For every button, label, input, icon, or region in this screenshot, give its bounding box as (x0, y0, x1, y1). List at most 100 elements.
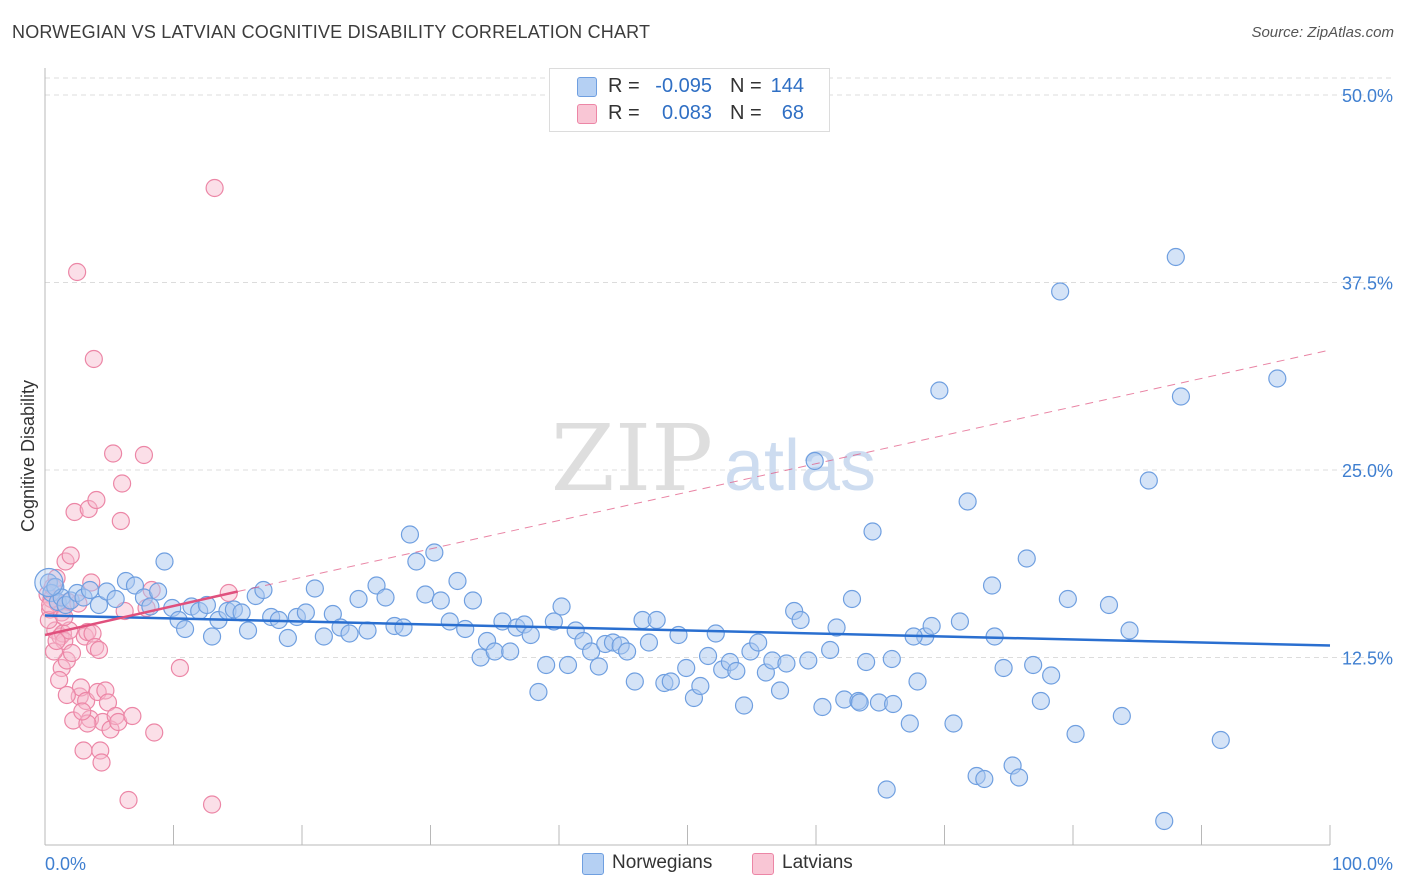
norwegian-point (930, 381, 949, 400)
norwegian-point (1031, 691, 1050, 711)
latvians-points (38, 178, 238, 814)
norwegian-point (813, 697, 832, 717)
latvian-point (119, 790, 138, 810)
legend-row-norwegians: R = -0.095 N = 144 (550, 73, 829, 101)
latvian-point (112, 474, 132, 493)
norwegian-point (883, 694, 903, 714)
norwegian-point (1268, 369, 1287, 388)
norwegian-point (148, 582, 168, 601)
legend-r-label: R = (608, 75, 640, 97)
norwegian-point (89, 595, 109, 615)
norwegian-point (1024, 655, 1043, 675)
norwegian-point (278, 628, 297, 648)
legend-n-label: N = (730, 102, 762, 124)
norwegian-point (691, 676, 710, 696)
norwegian-point (521, 625, 540, 645)
y-tick-label: 25.0% (1342, 461, 1393, 481)
latvian-point (47, 631, 66, 651)
norwegians-swatch (582, 853, 604, 875)
norwegian-point (254, 580, 273, 600)
latvian-point (145, 723, 164, 742)
norwegian-point (877, 780, 896, 799)
norwegian-point (349, 589, 368, 609)
latvian-point (78, 714, 97, 733)
latvian-point (101, 720, 120, 739)
latvian-point (134, 445, 154, 465)
norwegian-point (485, 642, 504, 661)
norwegian-point (529, 682, 548, 702)
norwegian-point (821, 640, 840, 660)
norwegian-point (1211, 730, 1230, 750)
norwegian-point (661, 672, 680, 691)
norwegian-point (749, 633, 768, 652)
norwegian-point (618, 642, 637, 661)
legend-row-latvians: R = 0.083 N = 68 (550, 100, 829, 128)
latvian-point (92, 753, 111, 772)
norwegian-point (202, 627, 222, 646)
norwegian-point (944, 714, 963, 733)
norwegian-point (238, 621, 258, 640)
norwegian-point (537, 655, 556, 675)
norwegian-point (863, 522, 882, 541)
latvian-point (56, 552, 75, 571)
y-tick-label: 12.5% (1342, 649, 1393, 669)
latvians-label: Latvians (782, 852, 853, 873)
norwegian-point (727, 661, 746, 681)
norwegian-point (431, 591, 450, 610)
norwegian-point (994, 658, 1013, 678)
legend-r-label: R = (608, 102, 640, 124)
latvian-point (98, 693, 118, 712)
latvian-point (50, 670, 69, 690)
x-tick-label: 0.0% (45, 854, 86, 874)
stats-legend: R = -0.095 N = 144 R = 0.083 N = 68 (549, 68, 830, 132)
latvian-point (61, 546, 80, 565)
norwegian-point (80, 580, 100, 600)
latvian-point (123, 706, 142, 726)
norwegian-point (197, 595, 217, 615)
latvian-point (71, 678, 91, 697)
norwegian-point (777, 654, 796, 673)
latvian-point (170, 658, 190, 678)
norwegian-point (358, 621, 377, 640)
latvian-point (73, 702, 92, 721)
norwegian-point (305, 579, 324, 598)
y-tick-label: 37.5% (1342, 274, 1393, 294)
latvian-point (104, 444, 123, 463)
norwegian-point (908, 672, 927, 691)
norwegian-point (463, 591, 483, 610)
latvian-point (87, 490, 106, 510)
source-label: Source: ZipAtlas.com (1251, 24, 1394, 41)
norwegian-point (882, 649, 901, 669)
norwegian-point (552, 597, 571, 616)
norwegian-point (958, 492, 977, 511)
norwegian-point (589, 657, 608, 676)
norwegian-point (1155, 811, 1174, 831)
latvian-point (68, 262, 87, 282)
norwegian-point (799, 651, 818, 670)
norwegian-point (1009, 768, 1029, 787)
latvian-point (84, 349, 103, 369)
norwegian-point (582, 642, 601, 661)
norwegian-point (501, 642, 520, 661)
norwegian-point (950, 612, 970, 631)
norwegian-point (805, 451, 824, 471)
latvian-point (111, 511, 130, 531)
norwegian-point (842, 589, 862, 609)
norwegian-point (407, 552, 426, 571)
norwegian-point (850, 693, 869, 712)
norwegian-point (232, 603, 251, 622)
tick-labels: 12.5% 25.0% 37.5% 50.0% 0.0% 100.0% (45, 86, 1393, 874)
latvian-point (74, 741, 93, 760)
latvian-point (89, 640, 109, 660)
y-axis-label: Cognitive Disability (18, 380, 38, 532)
latvians-swatch (752, 853, 774, 875)
norwegian-point (900, 714, 919, 733)
norwegian-point (698, 646, 718, 666)
norwegian-point (175, 619, 195, 639)
norwegian-point (400, 525, 420, 544)
latvian-point (62, 643, 82, 663)
latvian-point (65, 502, 84, 522)
latvian-point (205, 178, 224, 198)
norwegian-point (1139, 471, 1158, 490)
y-tick-label: 50.0% (1342, 86, 1393, 106)
